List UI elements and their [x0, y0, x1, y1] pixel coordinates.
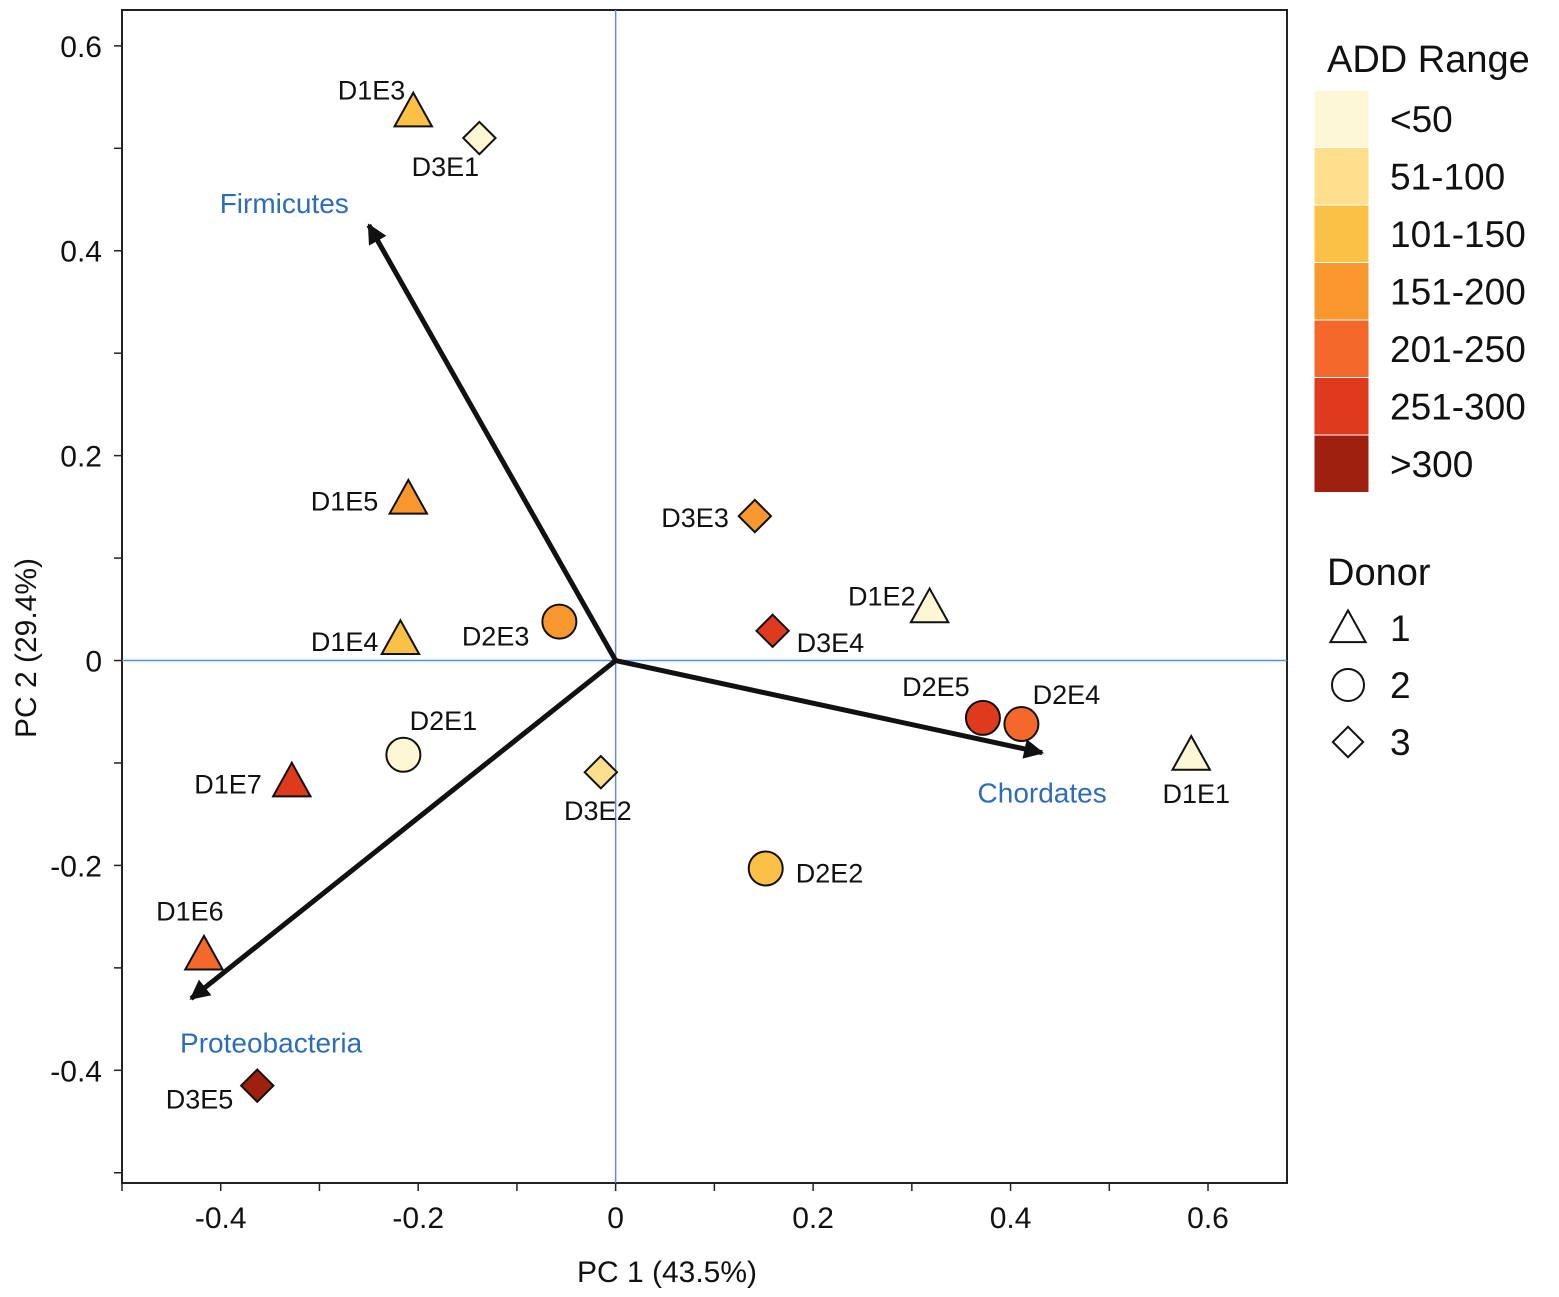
legend-color-label: 151-200	[1390, 271, 1526, 312]
loading-vector-chordates	[615, 658, 1045, 759]
y-tick-label: 0.2	[60, 441, 102, 474]
point-d1e5	[387, 477, 429, 515]
legend-swatch	[1313, 319, 1370, 378]
legend-color-label: 51-100	[1390, 156, 1505, 197]
point-label: D1E7	[194, 769, 262, 799]
y-tick-label: 0.4	[60, 236, 102, 269]
plot-area	[121, 9, 1288, 1184]
point-d3e1	[461, 120, 497, 156]
point-label: D3E4	[797, 628, 865, 658]
point-d1e1	[1170, 734, 1212, 771]
point-d2e4	[1003, 706, 1040, 743]
point-d2e5	[964, 699, 1001, 736]
legend-color-title: ADD Range	[1327, 39, 1530, 81]
point-label: D2E1	[410, 706, 478, 736]
point-d1e2	[909, 586, 951, 624]
point-label: D1E4	[311, 627, 379, 657]
loading-vector-firmicutes	[366, 223, 618, 662]
point-d2e2	[747, 850, 784, 887]
loading-vector-proteobacteria	[189, 658, 618, 1001]
point-label: D1E3	[338, 75, 406, 105]
vector-label: Proteobacteria	[180, 1028, 363, 1059]
legend-swatch	[1313, 377, 1370, 436]
x-tick-label: 0.4	[990, 1202, 1032, 1235]
legend-color-label: 251-300	[1390, 386, 1526, 427]
point-d3e5	[239, 1068, 275, 1104]
point-label: D3E5	[166, 1085, 234, 1115]
legend-diamond-icon	[1331, 725, 1365, 759]
point-label: D2E5	[902, 672, 970, 702]
vector-label: Firmicutes	[220, 188, 349, 219]
point-label: D1E6	[156, 897, 224, 927]
legend-triangle-icon	[1328, 608, 1368, 644]
point-label: D3E1	[412, 152, 480, 182]
point-d3e2	[583, 754, 619, 790]
legend-swatch	[1313, 147, 1370, 206]
legend-shape-label: 2	[1390, 665, 1411, 706]
point-label: D2E2	[796, 858, 864, 888]
legend-shape-label: 1	[1390, 608, 1411, 649]
x-tick-label: -0.2	[392, 1202, 444, 1235]
point-label: D3E2	[564, 796, 632, 826]
point-label: D1E2	[848, 581, 916, 611]
legend-color-label: >300	[1390, 444, 1473, 485]
point-d3e3	[737, 498, 773, 534]
legend-swatch	[1313, 262, 1370, 321]
legend-swatch	[1313, 204, 1370, 263]
point-label: D3E3	[661, 503, 729, 533]
point-label: D1E5	[311, 487, 379, 517]
y-tick-label: 0.6	[60, 31, 102, 64]
y-tick-label: -0.2	[50, 850, 102, 883]
legend-shape-label: 3	[1390, 722, 1411, 763]
y-tick-label: -0.4	[50, 1055, 102, 1088]
legend-circle-icon	[1331, 668, 1365, 702]
point-d1e3	[392, 90, 434, 128]
point-label: D2E4	[1033, 680, 1101, 710]
point-label: D1E1	[1162, 779, 1230, 809]
point-d2e3	[541, 603, 578, 640]
point-d3e4	[755, 613, 791, 649]
y-tick-label: 0	[85, 646, 102, 679]
legend-color-label: <50	[1390, 99, 1453, 140]
x-tick-label: -0.4	[195, 1202, 247, 1235]
point-label: D2E3	[462, 622, 530, 652]
y-axis-title: PC 2 (29.4%)	[10, 558, 43, 738]
legend-color-label: 101-150	[1390, 214, 1526, 255]
legend-color-label: 201-250	[1390, 329, 1526, 370]
x-axis-title: PC 1 (43.5%)	[577, 1256, 757, 1289]
x-tick-label: 0.6	[1187, 1202, 1229, 1235]
point-d1e4	[380, 618, 421, 655]
x-tick-label: 0	[607, 1202, 624, 1235]
vector-label: Chordates	[978, 778, 1107, 809]
legend-swatch	[1313, 434, 1370, 493]
legend-shape-title: Donor	[1327, 552, 1431, 594]
legend-swatch	[1313, 89, 1370, 148]
point-d1e6	[183, 933, 225, 971]
point-d2e1	[385, 736, 422, 773]
x-tick-label: 0.2	[792, 1202, 834, 1235]
point-d1e7	[271, 760, 313, 798]
